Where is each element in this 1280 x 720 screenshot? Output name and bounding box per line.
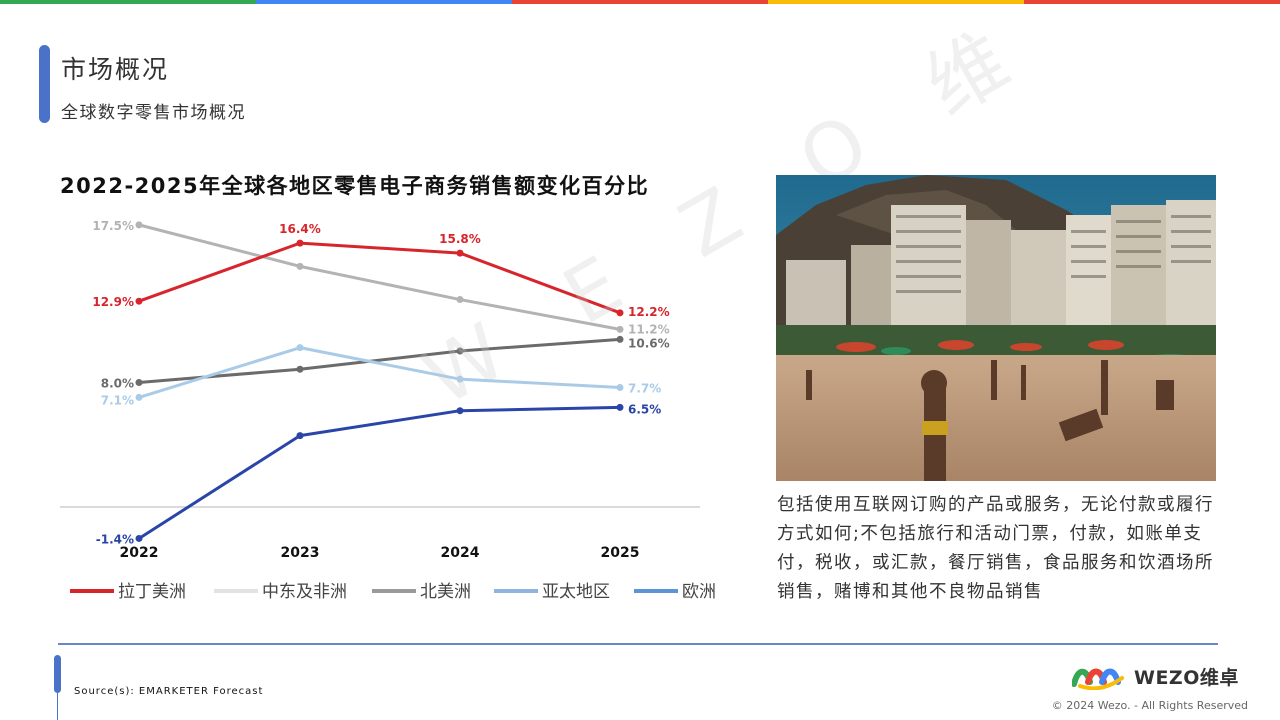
data-point [296,262,304,270]
footer-accent-tick [57,693,58,720]
legend-label: 中东及非洲 [262,582,347,602]
data-point [616,325,624,333]
data-point [296,344,304,352]
x-tick-label: 2023 [281,545,320,561]
footer-divider [58,643,1218,645]
wezo-logo: WEZO维卓 [1072,663,1239,690]
data-label: 11.2% [628,322,670,336]
data-label: 17.5% [92,219,134,233]
data-point [616,335,624,343]
series-line [138,223,621,331]
top-bar-segment-4 [768,0,1024,4]
top-bar-segment-2 [256,0,512,4]
logo-text: WEZO维卓 [1134,667,1239,689]
data-point [456,249,464,257]
data-point [456,375,464,383]
data-point [135,297,143,305]
x-tick-label: 2024 [441,545,480,561]
series-line [138,337,621,384]
legend-label: 北美洲 [420,582,471,602]
copyright: © 2024 Wezo. - All Rights Reserved [1051,699,1248,712]
legend-label: 欧洲 [682,582,716,602]
line-chart: 2022 2023 2024 2025 12.9% 16.4% 15.8% 12.2% 17.5… [60,219,716,602]
x-tick-label: 2025 [601,545,640,561]
data-label: -1.4% [96,532,134,546]
series-line [138,346,621,399]
x-tick-label: 2022 [120,545,159,561]
page-title: 市场概况 [61,55,170,84]
top-bar-segment-3 [512,0,768,4]
data-point [616,309,624,317]
data-point [616,403,624,411]
top-bar-segment-5 [1024,0,1280,4]
title-accent-bar [39,45,50,123]
chart-title: 2022-2025年全球各地区零售电子商务销售额变化百分比 [60,174,650,198]
data-point [135,379,143,386]
description-text: 包括使用互联网订购的产品或服务，无论付款或履行方式如何;不包括旅行和活动门票，付… [777,495,1214,602]
wezo-logo-icon [1072,668,1124,690]
data-point [135,221,143,229]
data-label: 16.4% [279,222,321,236]
beach-photo [776,175,1216,481]
data-point [456,407,464,415]
series-line [138,405,621,540]
data-point [296,432,304,440]
beach-illustration [776,175,1216,481]
series-line [138,241,621,315]
top-bar-segment-1 [0,0,256,4]
data-label: 6.5% [628,402,661,416]
data-point [135,393,143,401]
legend-label: 拉丁美洲 [118,582,186,602]
data-label: 10.6% [628,336,670,350]
data-label: 12.2% [628,305,670,319]
page-subtitle: 全球数字零售市场概况 [61,103,246,123]
data-label: 7.7% [628,381,661,395]
source-note: Source(s): EMARKETER Forecast [74,686,264,697]
data-label: 7.1% [101,393,134,407]
legend-label: 亚太地区 [542,582,610,602]
data-label: 12.9% [92,295,134,309]
top-color-bar [0,0,1280,4]
data-point [456,296,464,304]
data-point [135,534,143,542]
data-point [296,365,304,373]
data-point [456,347,464,355]
data-point [296,239,304,247]
data-label: 15.8% [439,232,481,246]
data-point [616,383,624,391]
data-label: 8.0% [101,377,134,391]
footer-accent-bar [54,655,61,693]
